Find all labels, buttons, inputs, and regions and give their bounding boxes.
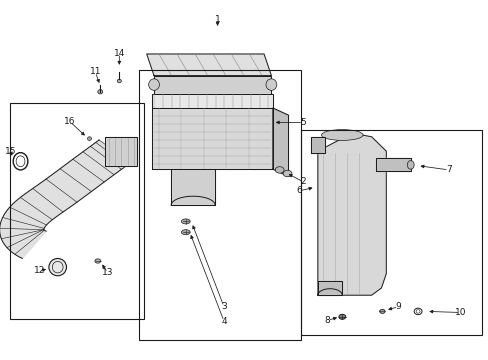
Text: 6: 6 [296, 186, 302, 195]
Text: 11: 11 [89, 68, 101, 77]
Text: 3: 3 [221, 302, 226, 311]
Polygon shape [0, 140, 130, 258]
Ellipse shape [275, 167, 284, 173]
Ellipse shape [87, 137, 91, 140]
Polygon shape [105, 137, 137, 166]
Polygon shape [272, 108, 288, 176]
Text: 12: 12 [34, 266, 46, 275]
Ellipse shape [338, 314, 345, 319]
Ellipse shape [117, 79, 121, 83]
Ellipse shape [321, 130, 362, 140]
Ellipse shape [379, 309, 385, 313]
Text: 9: 9 [395, 302, 401, 311]
Ellipse shape [283, 170, 291, 177]
Ellipse shape [148, 79, 159, 90]
Polygon shape [171, 169, 215, 205]
Polygon shape [146, 54, 271, 76]
Text: 8: 8 [324, 316, 330, 325]
Bar [139, 70, 300, 340]
Text: 5: 5 [300, 118, 305, 127]
Polygon shape [151, 108, 272, 169]
Text: 10: 10 [454, 308, 466, 317]
Ellipse shape [181, 230, 190, 235]
Text: 14: 14 [113, 49, 125, 58]
Text: 13: 13 [102, 269, 113, 277]
Ellipse shape [407, 161, 413, 169]
Polygon shape [310, 137, 325, 153]
Polygon shape [154, 76, 271, 94]
Text: 1: 1 [214, 15, 220, 24]
Text: 2: 2 [300, 177, 305, 186]
Text: 7: 7 [445, 165, 451, 174]
Ellipse shape [265, 79, 276, 90]
Text: 15: 15 [5, 148, 17, 156]
Polygon shape [317, 281, 342, 295]
Bar [300, 130, 481, 335]
Polygon shape [151, 94, 272, 108]
Ellipse shape [49, 258, 66, 276]
Ellipse shape [95, 259, 101, 263]
Ellipse shape [98, 90, 102, 94]
Text: 4: 4 [221, 317, 226, 325]
Ellipse shape [181, 219, 190, 224]
Bar [10, 103, 144, 319]
Polygon shape [375, 158, 410, 171]
Text: 16: 16 [64, 117, 76, 126]
Polygon shape [317, 133, 386, 295]
